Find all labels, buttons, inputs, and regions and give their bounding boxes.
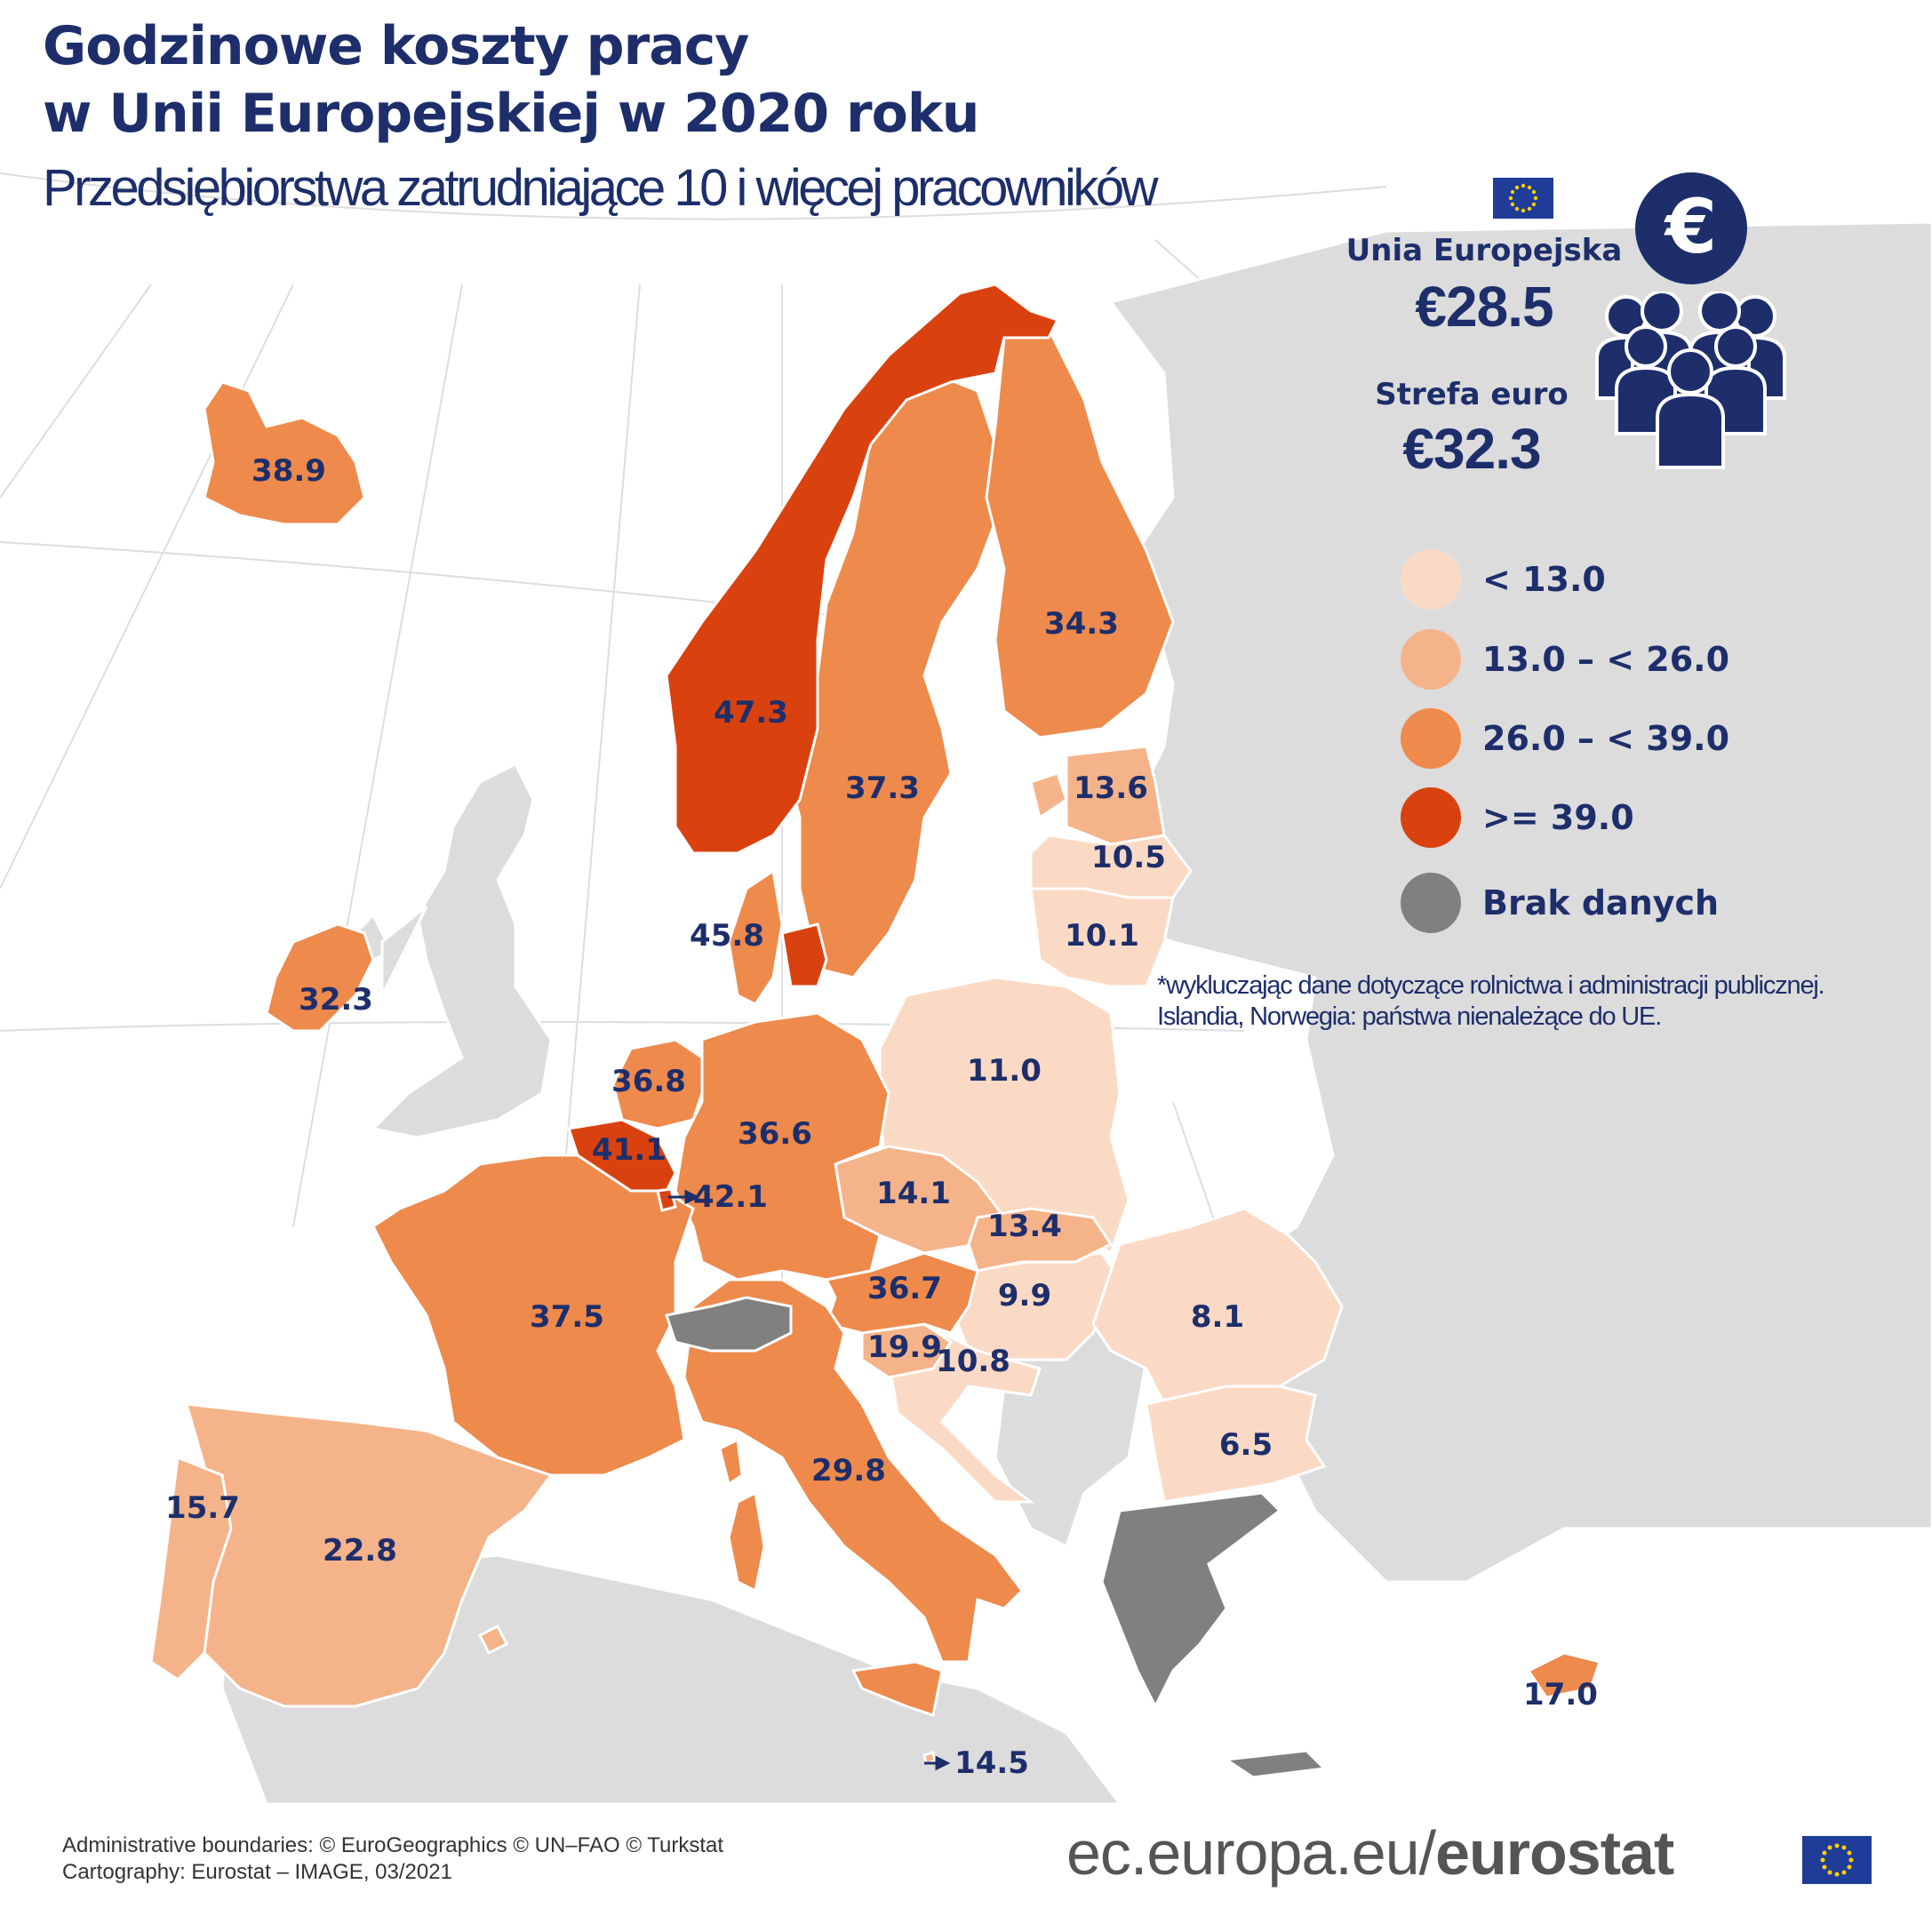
value-slovenia: 19.9 (867, 1329, 942, 1365)
value-austria: 36.7 (867, 1271, 942, 1306)
value-finland: 34.3 (1044, 606, 1119, 642)
leader-arrows (668, 1189, 951, 1771)
greece-shape (1100, 1491, 1282, 1710)
norway-shape (665, 283, 1060, 855)
denmark-islands-shape (780, 922, 828, 988)
value-denmark: 45.8 (690, 918, 764, 954)
countries-13-to-26 (149, 745, 1166, 1765)
footnote-line: Islandia, Norwegia: państwa nienależące … (1157, 1002, 1662, 1031)
italy-shape (683, 1278, 1024, 1664)
value-malta: 14.5 (954, 1745, 1029, 1781)
value-sweden: 37.3 (845, 770, 920, 806)
legend-label: 13.0 – < 26.0 (1482, 640, 1730, 679)
luxembourg-shape (656, 1187, 677, 1212)
footnote-line: *wykluczając dane dotyczące rolnictwa i … (1157, 971, 1825, 1000)
value-poland: 11.0 (967, 1053, 1042, 1089)
value-bulgaria: 6.5 (1218, 1427, 1273, 1463)
portugal-shape (149, 1455, 233, 1681)
finland-shape (985, 327, 1175, 739)
countries-26-to-39 (203, 327, 1601, 1717)
value-iceland: 38.9 (251, 453, 326, 489)
value-hungary: 9.9 (997, 1278, 1052, 1313)
value-italy: 29.8 (811, 1453, 886, 1489)
page-subtitle: Przedsiębiorstwa zatrudniające 10 i więc… (43, 159, 1159, 217)
value-france: 37.5 (530, 1299, 604, 1335)
slovakia-shape (967, 1207, 1114, 1273)
value-croatia: 10.8 (936, 1344, 1010, 1379)
legend-label: Brak danych (1482, 883, 1720, 922)
url-brand: eurostat (1435, 1818, 1674, 1888)
countries-above-39 (567, 283, 1060, 1212)
value-cyprus: 17.0 (1523, 1677, 1598, 1712)
iceland-shape (203, 380, 366, 526)
croatia-shape (887, 1331, 1042, 1504)
legend-swatch (1401, 629, 1461, 690)
value-latvia: 10.5 (1091, 840, 1166, 875)
lithuania-shape (1029, 887, 1175, 988)
eu-value: €28.5 (1415, 275, 1553, 339)
legend-label: 26.0 – < 39.0 (1482, 719, 1730, 758)
estonia-shape (1065, 745, 1166, 846)
legend-swatch (1401, 708, 1461, 769)
credits-line: Administrative boundaries: © EuroGeograp… (62, 1833, 724, 1857)
switzerland-shape (665, 1296, 793, 1353)
svg-text:€: € (1664, 183, 1717, 270)
corsica-shape (718, 1437, 744, 1487)
footnote: *wykluczając dane dotyczące rolnictwa i … (1157, 970, 1921, 1033)
eu-label: Unia Europejska (1345, 233, 1623, 268)
value-czechia: 14.1 (876, 1176, 951, 1211)
value-luxembourg: 42.1 (693, 1179, 768, 1215)
crete-shape (1222, 1749, 1328, 1779)
euro-area-label: Strefa euro (1375, 377, 1569, 412)
malta-shape (922, 1751, 937, 1765)
romania-shape (1091, 1207, 1344, 1406)
euro-area-value: €32.3 (1402, 417, 1541, 481)
value-ireland: 32.3 (299, 982, 373, 1018)
credits-line: Cartography: Eurostat – IMAGE, 03/2021 (62, 1860, 452, 1884)
value-lithuania: 10.1 (1065, 918, 1139, 954)
map-credits: Administrative boundaries: © EuroGeograp… (62, 1832, 723, 1886)
legend-label: < 13.0 (1482, 560, 1606, 599)
legend-label: >= 39.0 (1482, 798, 1634, 837)
value-norway: 47.3 (714, 695, 788, 730)
page-title: Godzinowe koszty pracy (43, 15, 749, 77)
value-germany: 36.6 (738, 1116, 812, 1152)
denmark-mainland-shape (727, 868, 784, 1006)
ireland-shape (265, 922, 375, 1033)
legend-swatch (1401, 787, 1461, 848)
sicily-shape (850, 1660, 944, 1717)
eu-flag-icon (1493, 178, 1553, 219)
countries-no-data (665, 1296, 1328, 1779)
value-netherlands: 36.8 (611, 1064, 686, 1099)
value-spain: 22.8 (323, 1533, 397, 1569)
value-romania: 8.1 (1190, 1299, 1245, 1335)
source-url[interactable]: ec.europa.eu/eurostat (1066, 1822, 1674, 1884)
eu-flag-icon (1802, 1836, 1872, 1884)
value-belgium: 41.1 (592, 1132, 667, 1168)
cyprus-shape (1526, 1651, 1601, 1699)
value-estonia: 13.6 (1074, 770, 1148, 806)
legend-swatch (1401, 549, 1461, 610)
page-title-line2: w Unii Europejskiej w 2020 roku (43, 83, 979, 145)
value-slovakia: 13.4 (987, 1209, 1062, 1244)
url-prefix: ec.europa.eu/ (1066, 1818, 1436, 1888)
sardinia-shape (727, 1490, 766, 1593)
value-portugal: 15.7 (165, 1490, 240, 1526)
people-group-icon (1595, 291, 1786, 469)
bulgaria-shape (1145, 1385, 1327, 1504)
legend-swatch (1401, 873, 1461, 933)
countries-below-13 (878, 834, 1344, 1504)
euro-coin-icon: € (1635, 172, 1747, 284)
